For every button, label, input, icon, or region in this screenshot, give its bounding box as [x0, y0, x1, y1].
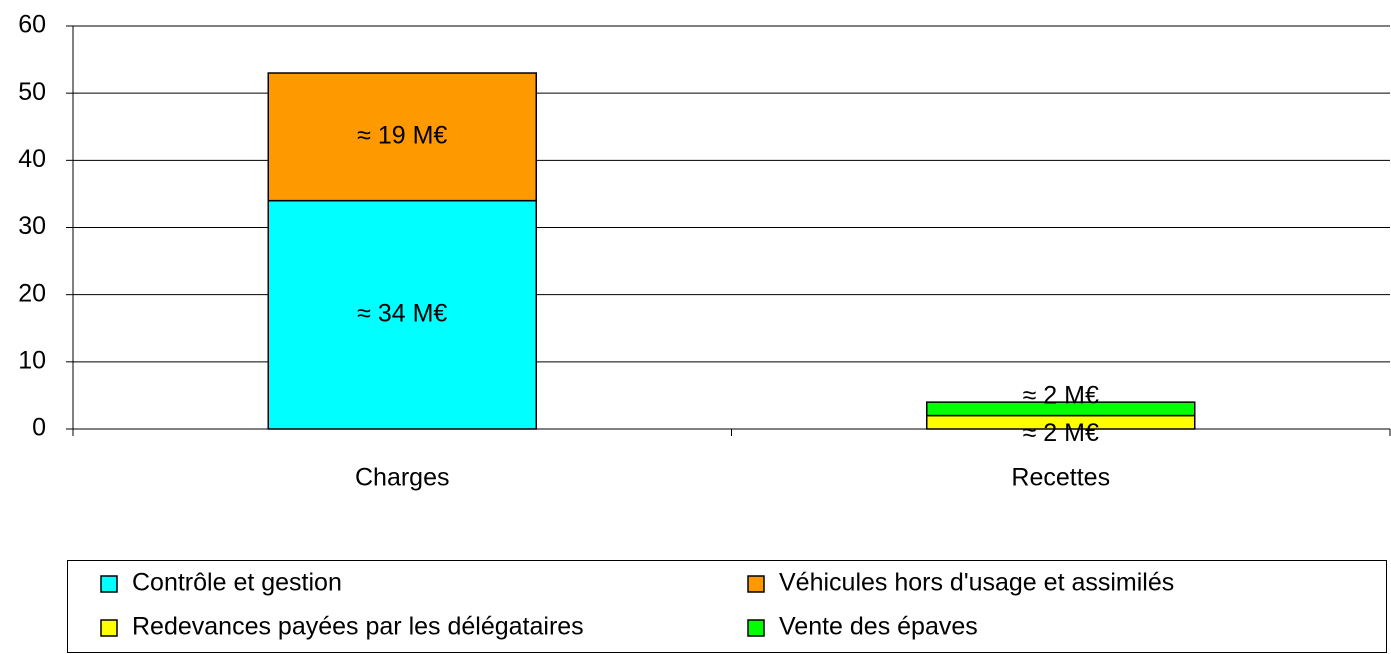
bar-segment: [926, 401, 1196, 417]
legend-label: Véhicules hors d'usage et assimilés: [779, 569, 1174, 597]
y-tick-label: 10: [18, 346, 46, 374]
legend-swatch: [100, 619, 118, 637]
legend-label: Vente des épaves: [779, 613, 978, 641]
y-tick-label: 30: [18, 212, 46, 240]
legend-label: Redevances payées par les délégataires: [132, 613, 584, 641]
value-label: ≈ 2 M€: [1023, 381, 1099, 409]
legend-swatch: [747, 619, 765, 637]
value-label: ≈ 34 M€: [357, 299, 447, 327]
y-tick-label: 50: [18, 78, 46, 106]
legend-box: [67, 560, 1387, 653]
y-tick-label: 60: [18, 11, 46, 39]
y-tick-label: 0: [32, 414, 46, 442]
bar-segment: [267, 72, 537, 202]
legend-swatch: [747, 575, 765, 593]
x-tick-label: Recettes: [1011, 464, 1110, 492]
x-tick-label: Charges: [355, 464, 450, 492]
y-tick-label: 40: [18, 145, 46, 173]
value-label: ≈ 19 M€: [357, 121, 447, 149]
legend-label: Contrôle et gestion: [132, 569, 342, 597]
value-label: ≈ 2 M€: [1023, 419, 1099, 447]
legend-swatch: [100, 575, 118, 593]
y-tick-label: 20: [18, 279, 46, 307]
